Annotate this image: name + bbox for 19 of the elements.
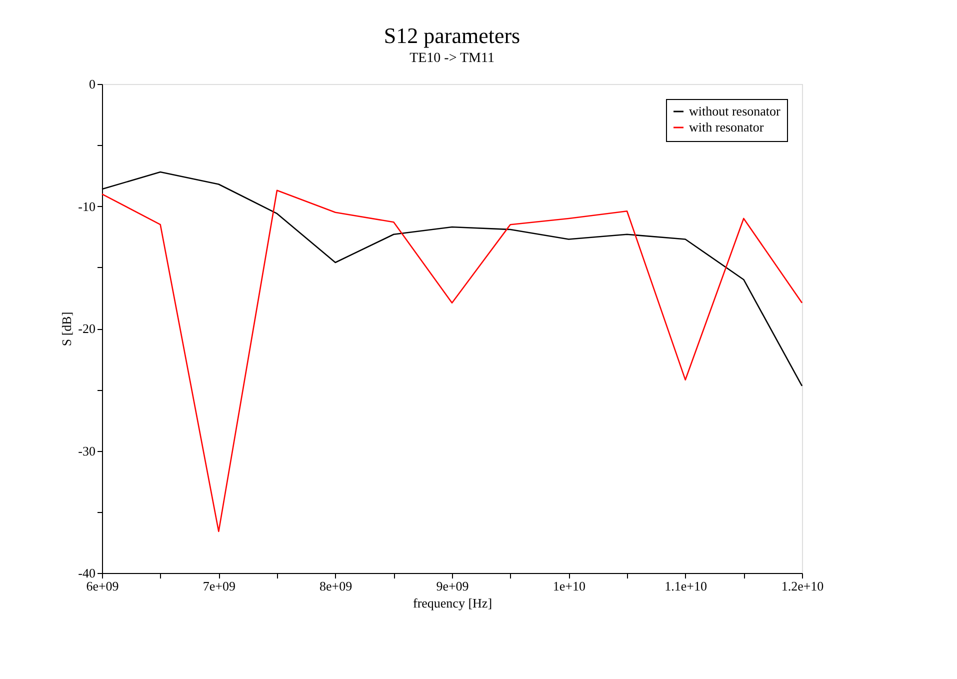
y-tick-label: -30 — [78, 443, 96, 458]
x-tick-label: 8e+09 — [320, 578, 352, 594]
y-tick-label: -40 — [78, 566, 96, 580]
y-tick-label: -10 — [78, 198, 96, 214]
x-tick-label: 9e+09 — [436, 578, 469, 594]
y-tick-label: -20 — [78, 321, 96, 336]
x-tick-label: 1e+10 — [552, 578, 586, 594]
x-tick-label: 6e+09 — [86, 578, 119, 594]
line-series — [101, 190, 803, 532]
x-tick-label: 1.2e+10 — [781, 578, 824, 594]
legend-label: without resonator — [689, 104, 782, 118]
legend-label: with resonator — [689, 120, 764, 134]
y-axis-title: S [dB] — [59, 312, 74, 346]
x-tick-label: 7e+09 — [202, 578, 236, 594]
x-tick-label: 1.1e+10 — [664, 578, 708, 594]
x-axis-title: frequency [Hz] — [412, 596, 492, 610]
y-tick-label: 0 — [89, 76, 96, 92]
chart-subtitle: TE10 -> TM11 — [410, 51, 494, 66]
chart-title: S12 parameters — [384, 23, 520, 48]
